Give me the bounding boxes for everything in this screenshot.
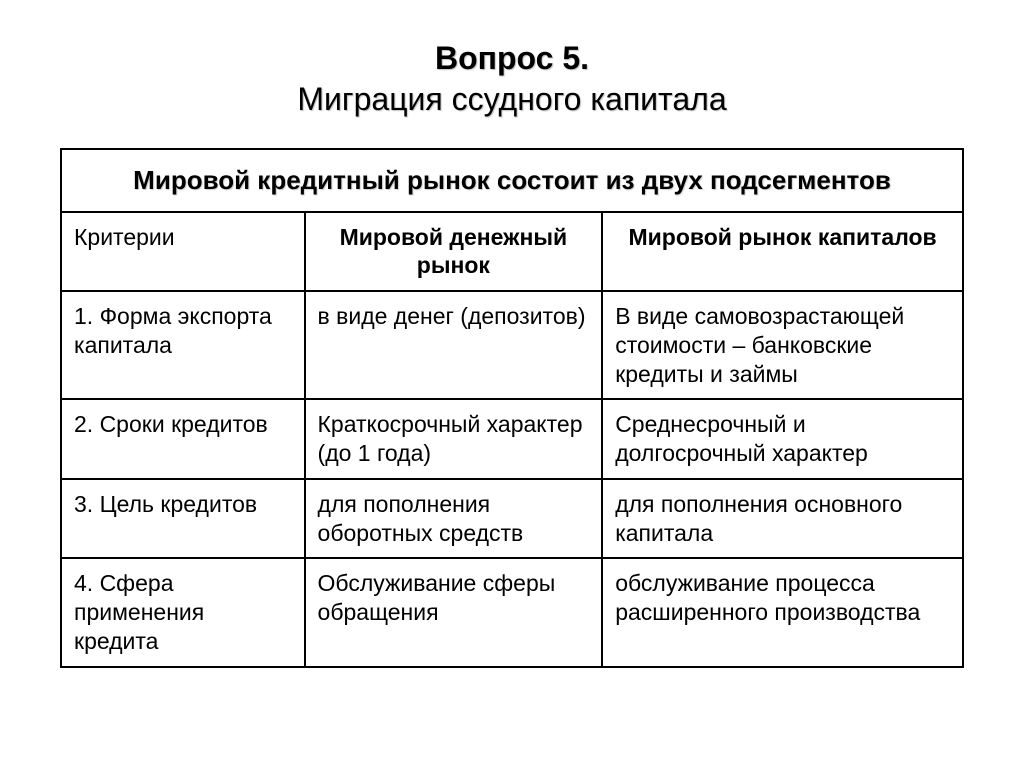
cell-criteria: 3. Цель кредитов xyxy=(61,479,305,559)
cell-capital-market: для пополнения основного капитала xyxy=(602,479,963,559)
title-line2: Миграция ссудного капитала xyxy=(60,81,964,118)
table-row: 3. Цель кредитов для пополнения оборотны… xyxy=(61,479,963,559)
cell-criteria: 2. Сроки кредитов xyxy=(61,399,305,479)
cell-criteria: 1. Форма экспорта капитала xyxy=(61,291,305,399)
comparison-table: Мировой кредитный рынок состоит из двух … xyxy=(60,148,964,668)
cell-money-market: в виде денег (депозитов) xyxy=(305,291,603,399)
slide-title: Вопрос 5. Миграция ссудного капитала xyxy=(60,40,964,118)
column-header-money-market: Мировой денежный рынок xyxy=(305,212,603,292)
table-row: 4. Сфера применения кредита Обслуживание… xyxy=(61,558,963,666)
table-row: 2. Сроки кредитов Краткосрочный характер… xyxy=(61,399,963,479)
cell-capital-market: обслуживание процесса расширенного произ… xyxy=(602,558,963,666)
cell-money-market: Краткосрочный характер (до 1 года) xyxy=(305,399,603,479)
table-header-row: Критерии Мировой денежный рынок Мировой … xyxy=(61,212,963,292)
cell-capital-market: Среднесрочный и долгосрочный характер xyxy=(602,399,963,479)
cell-capital-market: В виде самовозрастающей стоимости – банк… xyxy=(602,291,963,399)
column-header-capital-market: Мировой рынок капиталов xyxy=(602,212,963,292)
table-caption-row: Мировой кредитный рынок состоит из двух … xyxy=(61,149,963,212)
table-caption: Мировой кредитный рынок состоит из двух … xyxy=(61,149,963,212)
cell-money-market: Обслуживание сферы обращения xyxy=(305,558,603,666)
title-line1: Вопрос 5. xyxy=(60,40,964,77)
cell-money-market: для пополнения оборотных средств xyxy=(305,479,603,559)
cell-criteria: 4. Сфера применения кредита xyxy=(61,558,305,666)
table-row: 1. Форма экспорта капитала в виде денег … xyxy=(61,291,963,399)
column-header-criteria: Критерии xyxy=(61,212,305,292)
